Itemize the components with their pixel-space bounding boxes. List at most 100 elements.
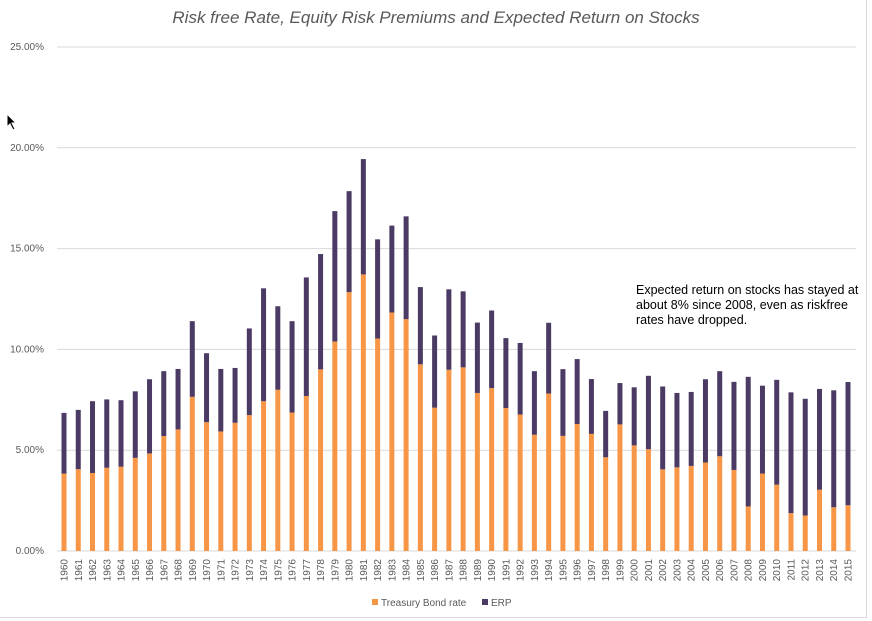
bar-erp [574,359,580,424]
bar-erp [603,410,609,458]
bar-treasury [688,465,694,551]
x-tick-label: 1972 [231,559,242,582]
x-tick-label: 1990 [487,559,498,582]
bar-treasury [75,469,81,551]
y-tick-label: 15.00% [10,244,44,255]
bar-treasury [788,513,794,551]
bar-treasury [745,506,751,551]
x-tick-label: 1997 [587,559,598,582]
bar-erp [90,401,96,473]
bar-erp [232,367,238,423]
bar-treasury [232,422,238,551]
bar-treasury [503,408,509,551]
x-tick-label: 1995 [558,559,569,582]
bar-treasury [474,392,480,551]
bar-treasury [560,435,566,551]
bar-erp [161,371,167,437]
x-tick-label: 1991 [501,559,512,582]
bar-erp [104,399,110,468]
legend-swatch [372,599,378,605]
x-tick-label: 1977 [302,559,313,582]
bar-erp [75,409,81,470]
bar-treasury [603,457,609,551]
x-tick-label: 2009 [758,559,769,582]
x-tick-label: 1980 [345,559,356,582]
x-tick-label: 2004 [687,559,698,582]
x-tick-label: 1965 [131,559,142,582]
bar-erp [745,376,751,507]
bar-treasury [403,319,409,551]
bar-erp [802,398,808,516]
legend-label: Treasury Bond rate [381,598,467,609]
bar-treasury [61,473,67,551]
bar-erp [674,392,680,468]
x-tick-label: 1987 [444,559,455,582]
bar-treasury [617,424,623,551]
bar-treasury [702,462,708,551]
bar-treasury [132,457,138,551]
bar-treasury [759,473,765,551]
x-tick-label: 2012 [801,559,812,582]
x-tick-label: 2014 [829,559,840,582]
bar-erp [759,385,765,474]
y-tick-label: 25.00% [10,42,44,53]
x-tick-label: 1996 [573,559,584,582]
bar-treasury [432,407,438,551]
x-tick-label: 1971 [216,559,227,582]
bar-erp [460,291,466,368]
bar-erp [417,287,423,365]
x-tick-label: 2001 [644,559,655,582]
bar-treasury [588,433,594,551]
x-tick-label: 1988 [459,559,470,582]
bar-erp [246,328,252,416]
bar-treasury [631,445,637,551]
bar-erp [303,277,309,396]
x-tick-label: 2005 [701,559,712,582]
bar-treasury [104,467,110,551]
bar-treasury [147,453,153,551]
bar-erp [289,321,295,413]
x-tick-label: 1985 [416,559,427,582]
y-tick-label: 10.00% [10,344,44,355]
y-tick-label: 5.00% [16,445,44,456]
x-tick-label: 1992 [516,559,527,582]
x-tick-label: 1983 [387,559,398,582]
bar-erp [432,335,438,408]
bar-erp [702,379,708,463]
bar-treasury [802,515,808,551]
bar-treasury [546,393,552,551]
bar-erp [118,400,124,467]
bar-erp [845,382,851,506]
x-tick-label: 1979 [330,559,341,582]
bar-treasury [731,469,737,551]
bar-erp [503,338,509,409]
mouse-cursor-icon [6,113,18,131]
x-tick-label: 1966 [145,559,156,582]
bar-erp [645,375,651,450]
bar-treasury [175,429,181,551]
bar-treasury [645,449,651,551]
bar-erp [389,225,395,313]
x-tick-label: 1994 [544,559,555,582]
x-tick-label: 1984 [402,559,413,582]
bar-treasury [446,369,452,551]
x-tick-label: 1960 [60,559,71,582]
bar-treasury [417,364,423,551]
bar-treasury [261,401,267,551]
bar-treasury [674,467,680,551]
bar-treasury [275,389,281,551]
bar-erp [517,342,523,415]
x-tick-label: 1976 [288,559,299,582]
x-tick-label: 2011 [786,559,797,581]
x-tick-label: 2002 [658,559,669,582]
bar-treasury [218,431,224,551]
x-tick-label: 1968 [174,559,185,582]
bar-erp [474,322,480,393]
x-tick-label: 2000 [630,559,641,582]
bar-erp [61,412,67,474]
x-tick-label: 1993 [530,559,541,582]
bar-erp [446,289,452,370]
bar-treasury [161,436,167,551]
bar-treasury [346,292,352,551]
